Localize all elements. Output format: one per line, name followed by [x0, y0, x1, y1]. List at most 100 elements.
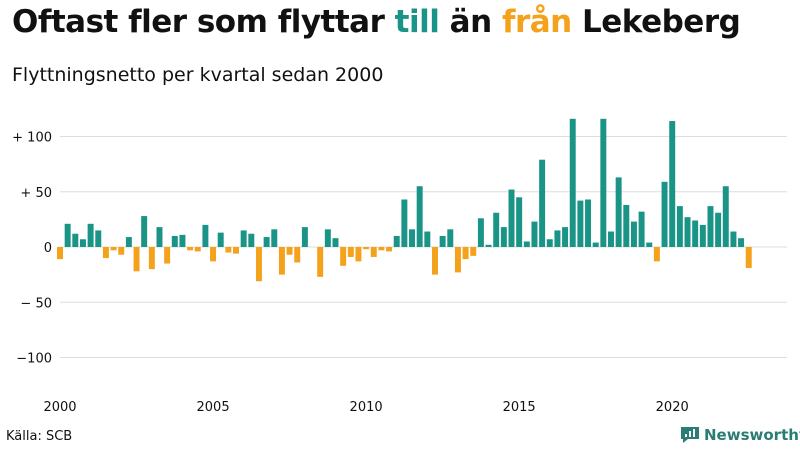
bar — [355, 247, 362, 262]
bar — [225, 247, 232, 253]
title-word-fran: från — [501, 4, 572, 40]
bar — [738, 238, 745, 247]
bar — [95, 230, 102, 247]
bar — [179, 234, 186, 247]
bar — [278, 247, 285, 275]
bar — [79, 239, 86, 247]
bar-chart: + 100 + 50 0 − 50 −100 2000 2005 2010 2015 2020 — [12, 118, 787, 415]
bar — [699, 224, 706, 247]
bar — [669, 121, 676, 247]
y-tick-label: + 100 — [12, 131, 52, 146]
bar — [141, 216, 148, 247]
bar — [531, 221, 538, 247]
bar — [470, 247, 477, 256]
x-tick-label: 2020 — [656, 400, 689, 415]
y-tick-label: −100 — [16, 352, 52, 367]
bar — [715, 212, 722, 248]
title-part-3: Lekeberg — [571, 4, 741, 40]
bar — [424, 231, 431, 247]
bar — [164, 247, 171, 264]
bar — [286, 247, 293, 255]
bar — [72, 233, 79, 247]
bar — [409, 229, 416, 247]
bar — [57, 247, 63, 260]
bar — [523, 241, 530, 247]
bar — [301, 227, 308, 247]
bar — [332, 238, 339, 247]
bar — [401, 199, 408, 248]
source-label: Källa: SCB — [6, 429, 73, 444]
bar — [378, 247, 385, 251]
bar — [133, 247, 140, 272]
bar — [577, 200, 584, 247]
bar — [194, 247, 201, 252]
bar — [692, 220, 699, 247]
bar — [340, 247, 347, 266]
bar — [554, 230, 561, 247]
bar — [263, 237, 270, 248]
bar — [363, 247, 370, 250]
bar — [516, 197, 523, 248]
bar — [653, 247, 660, 262]
bar — [638, 211, 645, 247]
bar — [233, 247, 239, 254]
bar — [187, 247, 194, 251]
chart-subtitle: Flyttningsnetto per kvartal sedan 2000 — [12, 64, 384, 86]
bar — [248, 233, 255, 247]
x-tick-label: 2010 — [350, 400, 383, 415]
x-tick-label: 2005 — [197, 400, 230, 415]
bar — [64, 223, 71, 247]
bar — [110, 247, 117, 251]
bar — [347, 247, 354, 257]
bar — [210, 247, 217, 262]
bar — [87, 223, 94, 247]
bar — [707, 206, 714, 247]
x-tick-label: 2015 — [503, 400, 536, 415]
bar — [485, 244, 492, 247]
newsworthy-logo-icon — [681, 427, 699, 443]
bar — [447, 229, 454, 247]
bar — [416, 186, 423, 247]
bar — [493, 212, 500, 248]
bar — [171, 235, 178, 247]
bar — [454, 247, 461, 273]
bar — [546, 239, 553, 247]
bar — [431, 247, 438, 275]
bar — [370, 247, 377, 257]
bar — [569, 118, 576, 247]
bar — [722, 186, 729, 247]
bar — [745, 247, 752, 268]
bar — [462, 247, 469, 260]
y-tick-label: 0 — [44, 241, 52, 256]
bar — [156, 227, 163, 247]
bar — [585, 199, 592, 248]
bar — [317, 247, 324, 277]
bar — [240, 230, 247, 247]
bar — [646, 242, 653, 247]
bar — [600, 118, 607, 247]
y-tick-label: − 50 — [20, 296, 52, 311]
bar — [477, 218, 484, 247]
bar — [439, 235, 446, 247]
bar — [730, 231, 737, 247]
bar — [539, 159, 546, 247]
bar — [562, 227, 569, 247]
bar — [271, 229, 278, 247]
title-word-till: till — [394, 4, 440, 40]
bar — [217, 232, 224, 247]
bar — [255, 247, 262, 282]
bar — [608, 231, 614, 247]
bar — [500, 227, 507, 247]
bar — [592, 242, 599, 247]
bar — [661, 181, 668, 247]
title-part-2: än — [439, 4, 502, 40]
bar — [324, 229, 331, 247]
y-tick-label: + 50 — [20, 186, 52, 201]
bar — [202, 224, 209, 247]
bar — [630, 221, 637, 247]
x-tick-label: 2000 — [43, 400, 76, 415]
bar — [102, 247, 109, 259]
bar — [684, 217, 691, 247]
bar — [623, 205, 630, 247]
bar — [615, 177, 622, 247]
